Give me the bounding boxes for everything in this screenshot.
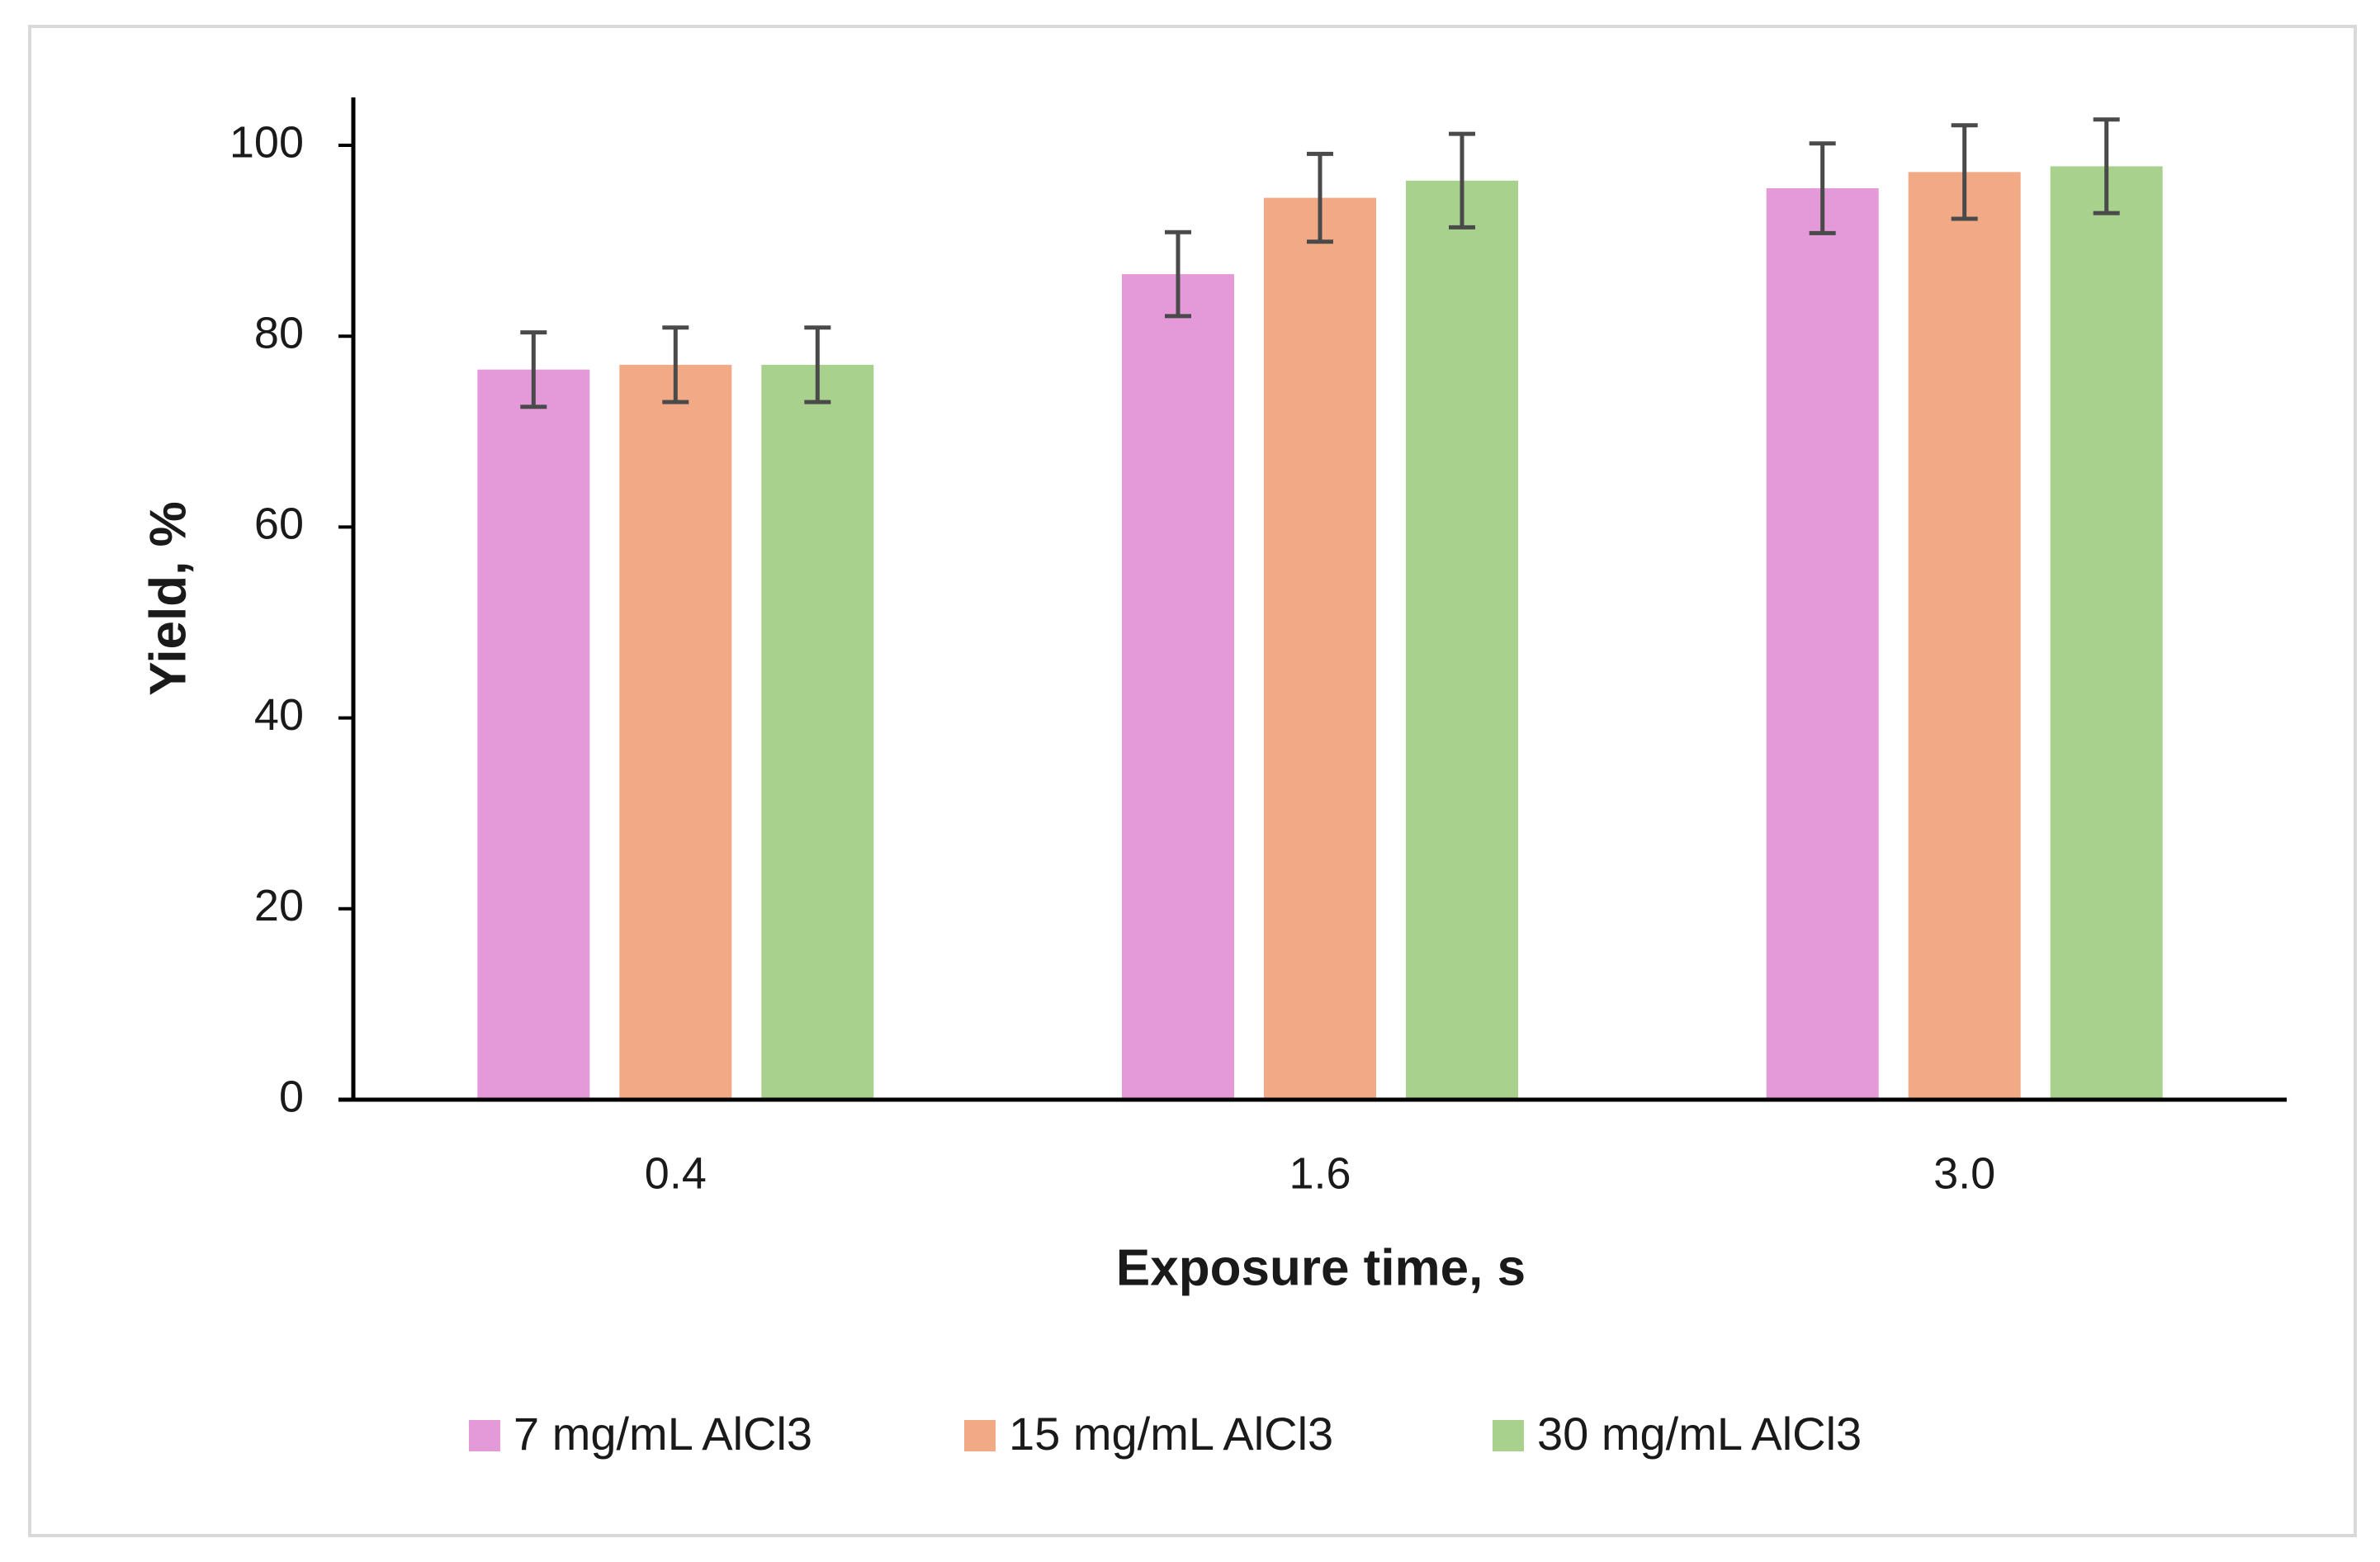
legend-label: 7 mg/mL AlCl3	[513, 1408, 812, 1460]
y-tick-label: 20	[254, 881, 304, 930]
bar-1.6-series-1	[1122, 274, 1234, 1100]
y-tick-label: 40	[254, 690, 304, 740]
bar-0.4-series-2	[619, 364, 732, 1100]
legend-label: 30 mg/mL AlCl3	[1537, 1408, 1862, 1460]
x-axis-title: Exposure time, s	[1116, 1239, 1526, 1296]
bar-3.0-series-1	[1766, 188, 1879, 1100]
bar-3.0-series-3	[2050, 166, 2163, 1100]
bars-layer	[477, 166, 2163, 1100]
y-tick-label: 60	[254, 499, 304, 549]
bar-0.4-series-1	[477, 369, 590, 1100]
bar-0.4-series-3	[761, 364, 874, 1100]
legend-label: 15 mg/mL AlCl3	[1009, 1408, 1333, 1460]
legend: 7 mg/mL AlCl3 15 mg/mL AlCl3 30 mg/mL AlCl…	[469, 1408, 1862, 1460]
y-tick-label: 0	[279, 1072, 304, 1121]
error-bars-layer	[520, 117, 2120, 409]
y-tick-label: 100	[229, 117, 304, 167]
bar-3.0-series-2	[1908, 172, 2021, 1100]
x-tick-label: 0.4	[645, 1148, 707, 1198]
x-tick-label: 1.6	[1289, 1148, 1351, 1198]
x-ticks: 0.4 1.6 3.0	[645, 1148, 1995, 1198]
bar-1.6-series-2	[1264, 197, 1376, 1100]
bar-1.6-series-3	[1406, 180, 1518, 1100]
y-ticks: 0 20 40 60 80 100	[229, 117, 353, 1121]
legend-swatch	[1493, 1420, 1524, 1451]
x-tick-label: 3.0	[1933, 1148, 1995, 1198]
legend-swatch	[469, 1420, 500, 1451]
y-axis-title: Yield, %	[140, 501, 196, 695]
legend-swatch	[964, 1420, 996, 1451]
y-tick-label: 80	[254, 308, 304, 357]
